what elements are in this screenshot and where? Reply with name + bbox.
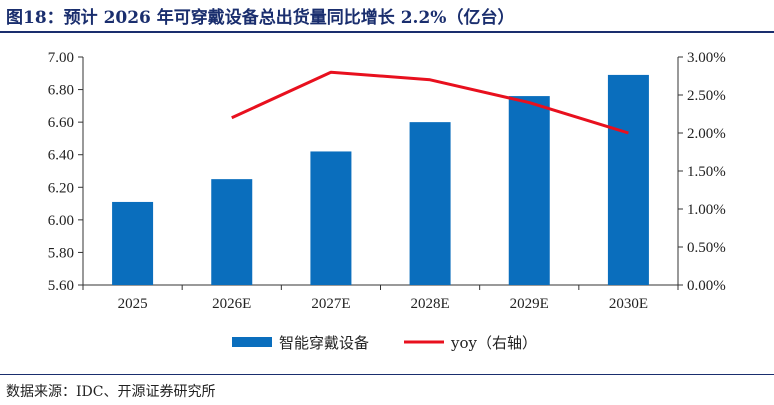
x-tick-label: 2025 [118,296,148,312]
chart-axes: 5.60 5.80 6.00 6.20 6.40 6.60 6.80 7.00 0.00% 0.5… [48,50,726,312]
right-tick-label: 0.50% [687,240,726,256]
x-tick-label: 2029E [510,296,549,312]
left-tick-label: 5.60 [48,278,74,294]
right-tick-label: 1.00% [687,202,726,218]
right-tick-label: 2.00% [687,126,726,142]
bar [211,179,253,285]
x-tick-label: 2028E [410,296,449,312]
left-tick-label: 6.60 [48,115,74,131]
left-tick-label: 6.80 [48,83,74,99]
bar [112,201,154,285]
left-tick-label: 5.80 [48,245,74,261]
x-tick-label: 2026E [212,296,251,312]
left-tick-label: 6.00 [48,213,74,229]
bar [409,122,451,286]
legend-swatch-bar [232,337,272,347]
left-tick-label: 7.00 [48,50,74,66]
bar-series [112,74,649,286]
right-tick-label: 1.50% [687,164,726,180]
title-divider [0,31,774,33]
legend: 智能穿戴设备 yoy（右轴） [232,334,537,352]
bar [607,74,649,286]
x-tick-label: 2027E [311,296,350,312]
x-tick-label: 2030E [609,296,648,312]
left-tick-label: 6.40 [48,148,74,164]
right-tick-label: 2.50% [687,88,726,104]
bar [508,96,550,285]
line-series [231,70,629,135]
source-note: 数据来源：IDC、开源证券研究所 [6,384,216,400]
right-tick-label: 0.00% [687,278,726,294]
legend-label-bar: 智能穿戴设备 [279,334,369,352]
left-tick-label: 6.20 [48,180,74,196]
footer-divider [0,374,774,375]
legend-label-line: yoy（右轴） [450,334,537,352]
bar [310,151,352,285]
right-tick-label: 3.00% [687,50,726,66]
figure-title: 图18：预计 2026 年可穿戴设备总出货量同比增长 2.2%（亿台） [6,8,515,28]
